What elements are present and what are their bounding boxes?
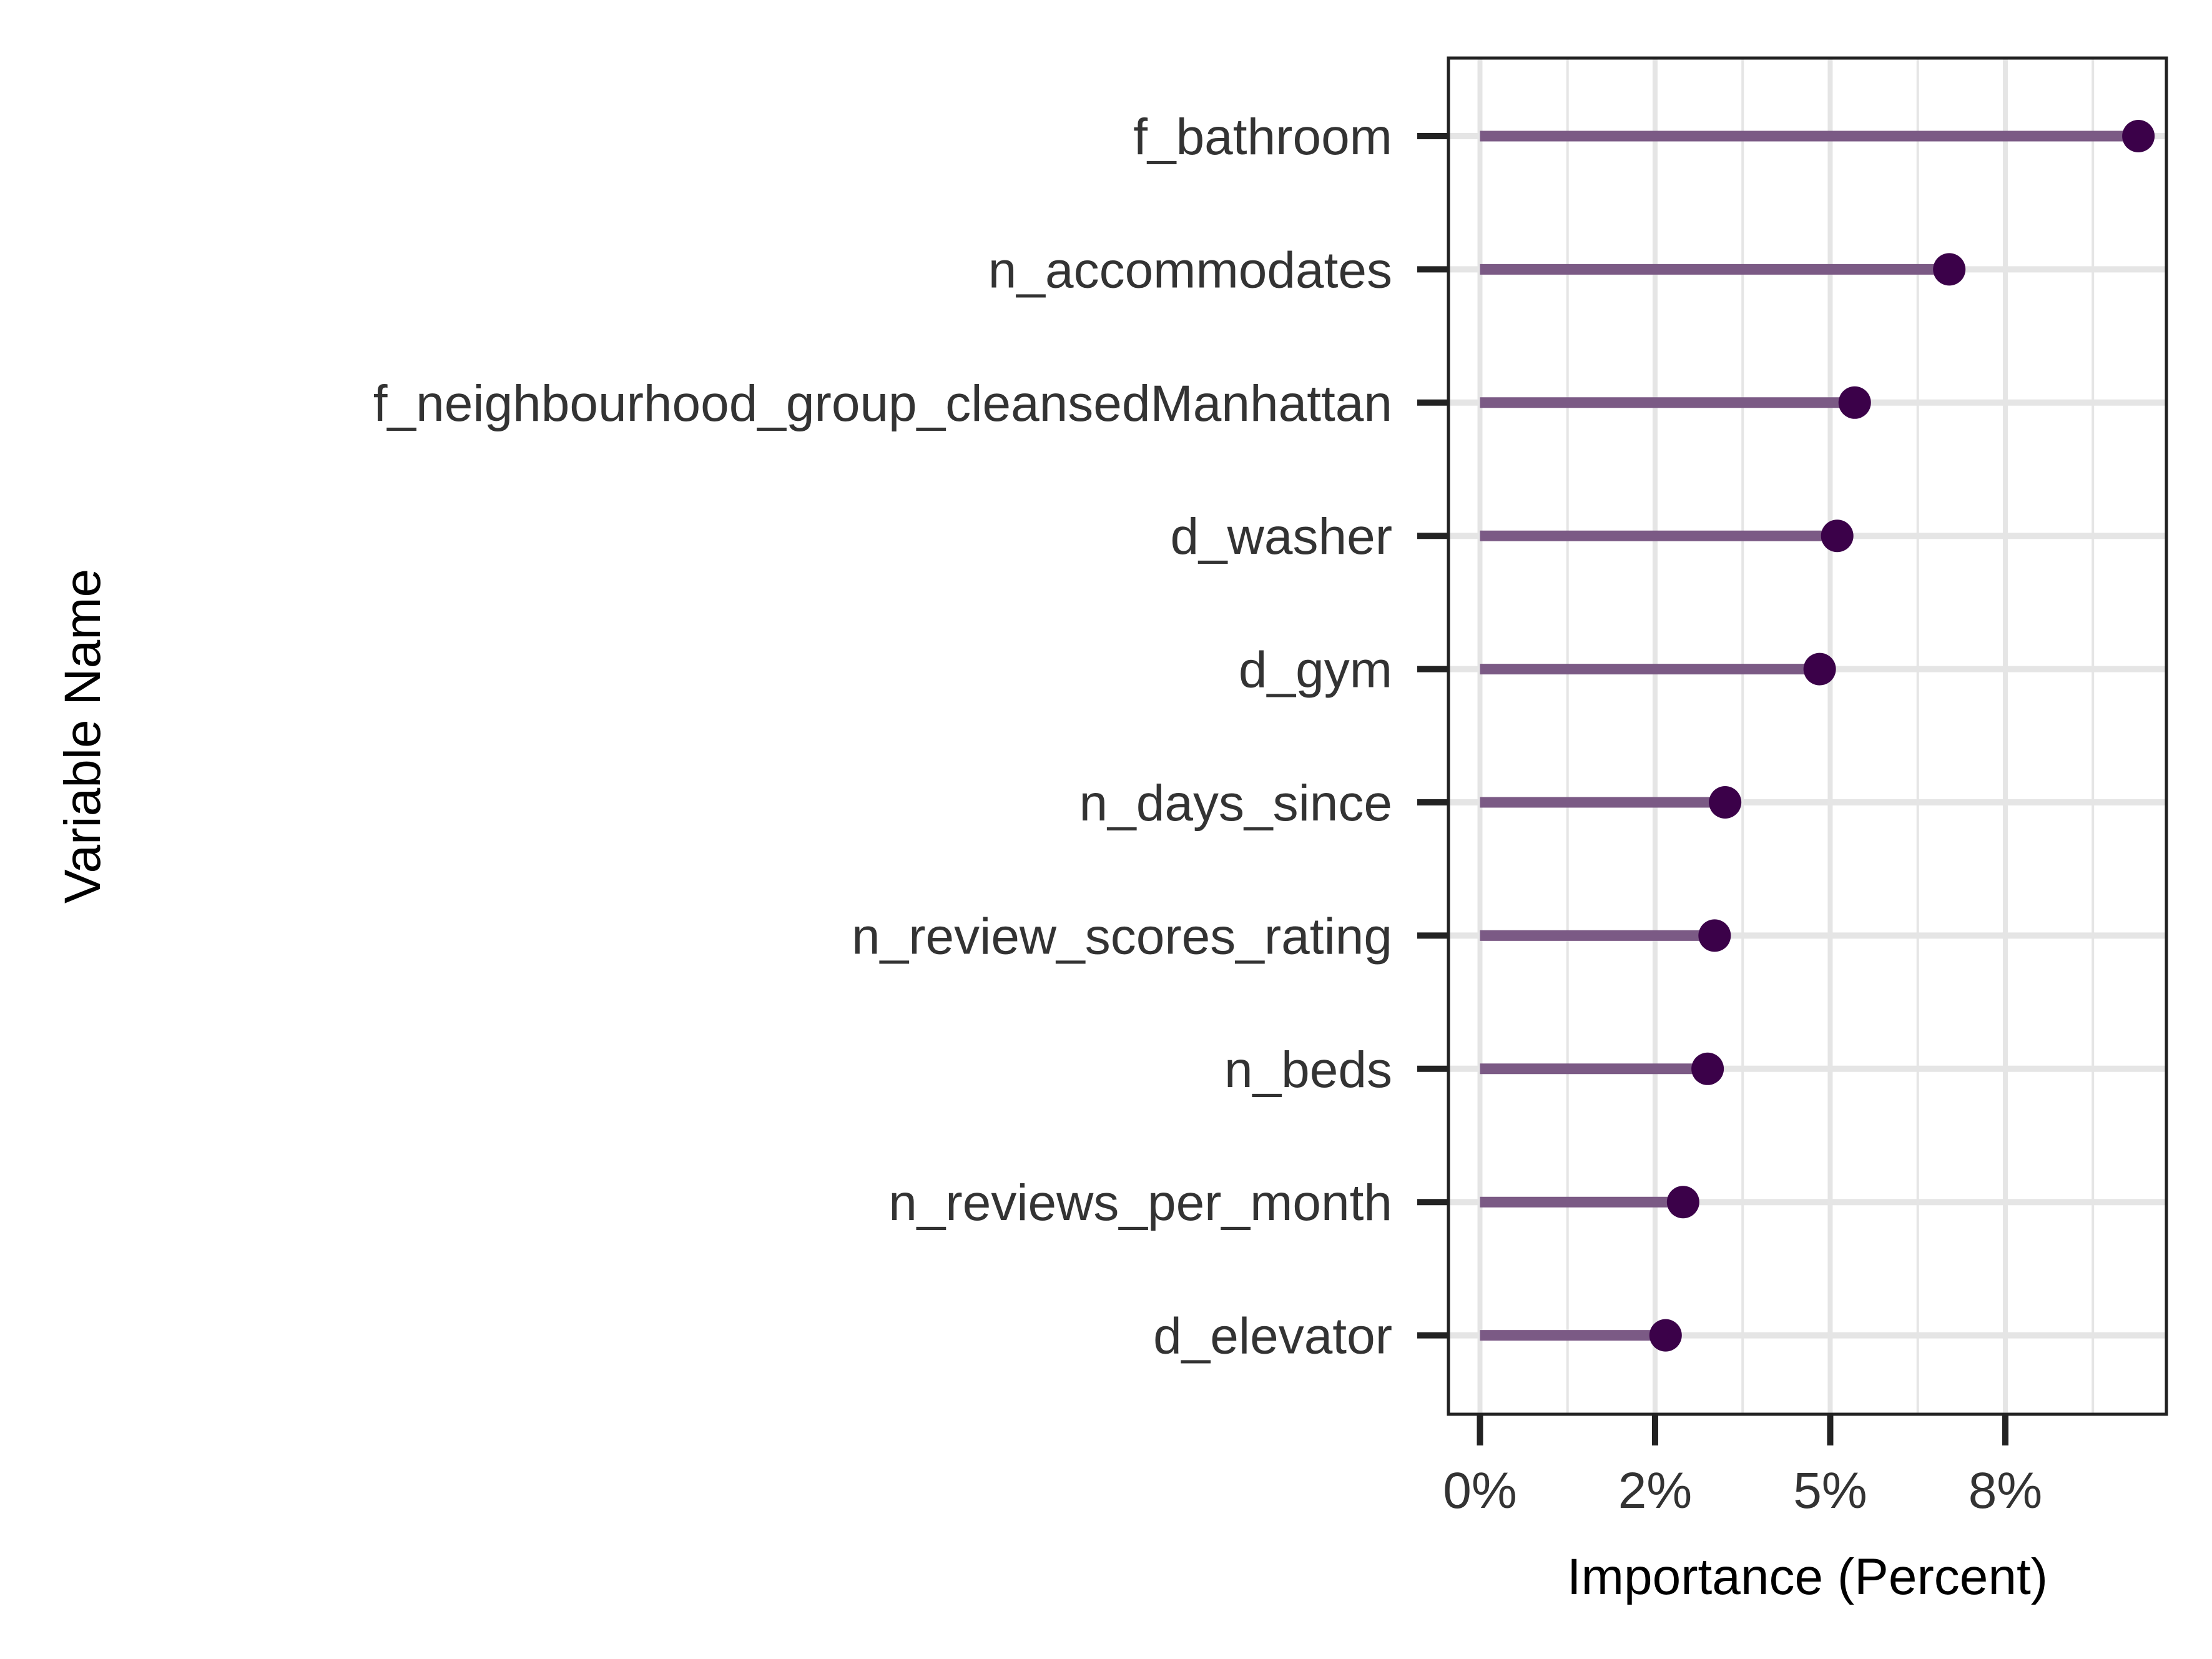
lollipop-point [1933,253,1966,286]
panel-border [1447,56,2168,1416]
y-tick-label: f_bathroom [1133,109,1392,165]
lollipop-point [1698,919,1731,952]
lollipop-point [1691,1052,1724,1085]
chart-marks [1480,120,2155,1352]
y-tick-label: d_washer [1170,508,1392,565]
lollipop-point [1666,1186,1699,1219]
x-tick-label: 8% [1969,1462,2043,1519]
y-tick-label: d_elevator [1153,1308,1392,1365]
y-axis-title: Variable Name [54,569,111,903]
lollipop-point [1821,519,1854,553]
lollipop-point [1803,652,1836,686]
lollipop-point [1649,1319,1682,1352]
x-tick-label: 5% [1793,1462,1867,1519]
lollipop-point [1709,786,1742,819]
lollipop-point [2122,120,2155,152]
x-tick-label: 0% [1443,1462,1517,1519]
y-tick-label: d_gym [1239,642,1392,699]
y-tick-label: f_neighbourhood_group_cleansedManhattan [373,375,1392,432]
y-tick-label: n_beds [1224,1041,1392,1098]
lollipop-point [1838,386,1871,419]
y-tick-label: n_reviews_per_month [888,1174,1392,1231]
x-tick-label: 2% [1618,1462,1693,1519]
x-axis-title: Importance (Percent) [1567,1548,2048,1605]
y-tick-label: n_accommodates [988,242,1392,298]
x-axis: 0% 2% 5% 8% [1443,1414,2042,1519]
y-tick-label: n_days_since [1079,775,1392,832]
y-tick-label: n_review_scores_rating [852,908,1392,965]
y-axis: f_bathroom n_accommodates f_neighbourhood_… [373,109,1448,1365]
